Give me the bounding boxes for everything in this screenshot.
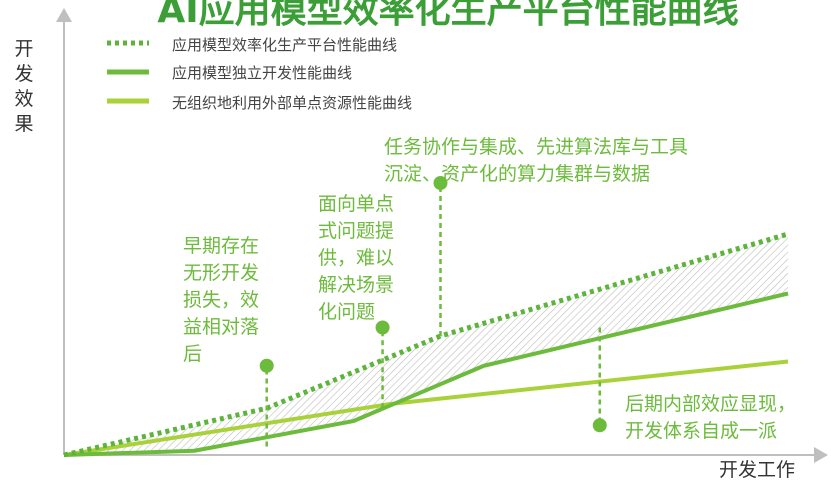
annotation-1-line-5: 后 bbox=[183, 343, 202, 365]
annotation-4-line-1: 后期内部效应显现， bbox=[625, 393, 796, 415]
annotation-4: 后期内部效应显现， 开发体系自成一派 bbox=[592, 327, 796, 442]
annotation-1-line-4: 益相对落 bbox=[183, 316, 259, 338]
annotation-2-line-2: 式问题提 bbox=[318, 220, 394, 242]
legend-label-platform: 应用模型效率化生产平台性能曲线 bbox=[172, 36, 397, 54]
annotation-1-line-3: 损失，效 bbox=[183, 289, 259, 311]
x-axis-arrow bbox=[814, 447, 828, 463]
annotation-2-line-1: 面向单点 bbox=[318, 193, 394, 215]
legend: 应用模型效率化生产平台性能曲线 应用模型独立开发性能曲线 无组织地利用外部单点资… bbox=[107, 36, 412, 112]
annotation-4-line-2: 开发体系自成一派 bbox=[625, 420, 777, 442]
legend-label-independent: 应用模型独立开发性能曲线 bbox=[172, 64, 352, 82]
y-axis-label-char-3: 效 bbox=[14, 88, 33, 110]
platform-curve bbox=[63, 231, 789, 458]
y-axis-label-char-4: 果 bbox=[14, 113, 33, 135]
chart-title: AI应用模型效率化生产平台性能曲线 bbox=[157, 0, 738, 31]
annotation-3-marker-dot bbox=[433, 176, 448, 190]
annotation-2-marker-dot bbox=[375, 320, 390, 335]
annotation-4-marker-dot bbox=[592, 418, 607, 433]
y-axis-label-char-1: 开 bbox=[14, 38, 33, 60]
annotation-3-line-2: 沉淀、资产化的算力集群与数据 bbox=[384, 163, 650, 185]
annotation-1-line-1: 早期存在 bbox=[183, 235, 259, 257]
annotation-2-line-4: 解决场景 bbox=[318, 274, 394, 296]
y-axis-label-char-2: 发 bbox=[14, 63, 33, 85]
x-axis-label: 开发工作 bbox=[719, 459, 795, 481]
legend-label-external: 无组织地利用外部单点资源性能曲线 bbox=[172, 94, 412, 112]
independent-curve bbox=[63, 291, 789, 457]
annotation-2-line-5: 化问题 bbox=[318, 301, 375, 323]
plot-area: 早期存在无形开发损失，效益相对落后面向单点式问题提供，难以解决场景化问题任务协作… bbox=[63, 136, 796, 458]
annotation-1-marker-dot bbox=[259, 358, 274, 373]
annotation-3-line-1: 任务协作与集成、先进算法库与工具 bbox=[384, 136, 688, 158]
annotation-2-line-3: 供，难以 bbox=[318, 247, 394, 269]
y-axis-label: 开 发 效 果 bbox=[14, 38, 33, 135]
annotation-1-line-2: 无形开发 bbox=[183, 262, 259, 284]
y-axis-arrow bbox=[56, 8, 72, 22]
